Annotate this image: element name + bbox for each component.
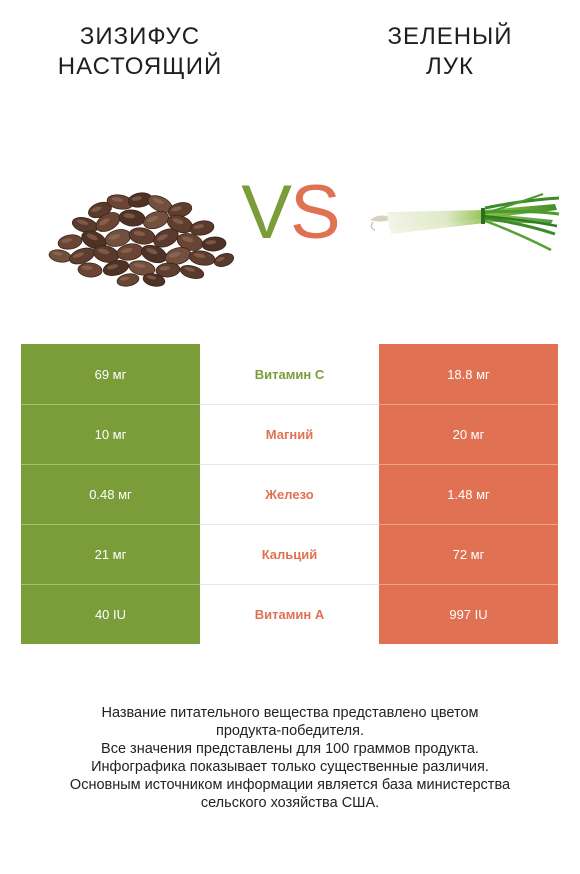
left-value-cell: 40 IU (21, 584, 200, 644)
bean-highlight (111, 197, 124, 202)
footer-line: Основным источником информации является … (69, 777, 511, 793)
bean-shape (189, 220, 215, 236)
bean-highlight (216, 256, 225, 262)
right-value-cell: 20 мг (379, 404, 558, 464)
bean-highlight (120, 247, 133, 254)
bean-shape (77, 262, 103, 278)
footer-note: Название питательного вещества представл… (20, 704, 560, 812)
right-value-cell: 997 IU (379, 584, 558, 644)
bean-highlight (159, 266, 171, 271)
right-value-cell: 72 мг (379, 524, 558, 584)
bean-shape (201, 236, 227, 252)
left-food-title: ЗИЗИФУС НАСТОЯЩИЙ (20, 22, 260, 82)
bean-highlight (146, 248, 158, 255)
bean-shape (179, 265, 205, 279)
bean-highlight (99, 218, 110, 226)
bean-highlight (205, 240, 217, 245)
bean-highlight (131, 196, 143, 201)
left-value-cell: 21 мг (21, 524, 200, 584)
bean-highlight (133, 263, 146, 268)
bean-shape (102, 260, 130, 276)
bean-shape (116, 273, 140, 287)
left-value-cell: 0.48 мг (21, 464, 200, 524)
bean-highlight (193, 253, 206, 258)
bean-highlight (106, 264, 119, 270)
bean-highlight (86, 233, 98, 241)
footer-line: сельского хозяйства США. (200, 795, 380, 811)
bean-highlight (97, 248, 110, 255)
footer-line: продукта-победителя. (215, 723, 365, 739)
bean-highlight (52, 251, 63, 256)
bean-highlight (193, 224, 205, 229)
bean-highlight (184, 267, 195, 272)
nutrient-name-cell: Кальций (200, 524, 379, 584)
table-row: 0.48 мг Железо 1.48 мг (21, 464, 558, 524)
left-food-title-line1: ЗИЗИФУС (79, 23, 201, 50)
table-row: 40 IU Витамин A 997 IU (21, 584, 558, 644)
nutrient-name-cell: Витамин C (200, 344, 379, 404)
table-row: 21 мг Кальций 72 мг (21, 524, 558, 584)
bean-shape (48, 249, 72, 263)
bean-highlight (123, 213, 136, 219)
bean-highlight (119, 276, 130, 281)
bean-highlight (146, 275, 157, 280)
jujube-image (48, 192, 235, 287)
bean-highlight (76, 219, 89, 225)
green-onion-image (370, 193, 560, 252)
vs-label: VS (226, 168, 354, 258)
bean-highlight (168, 252, 181, 258)
bean-highlight (61, 238, 73, 243)
left-value-cell: 10 мг (21, 404, 200, 464)
right-food-title-line2: ЛУК (426, 53, 474, 80)
right-food-title-line1: ЗЕЛЕНЫЙ (387, 23, 513, 50)
bean-highlight (108, 234, 121, 240)
bean-highlight (91, 206, 102, 212)
bean-shape (155, 262, 181, 278)
footer-line: Название питательного вещества представл… (101, 705, 479, 721)
vs-s-letter: S (290, 170, 341, 255)
table-row: 10 мг Магний 20 мг (21, 404, 558, 464)
bean-highlight (157, 234, 168, 241)
nutrient-name-cell: Железо (200, 464, 379, 524)
bean-highlight (81, 265, 93, 270)
bean-highlight (72, 252, 85, 258)
left-food-title-line2: НАСТОЯЩИЙ (57, 53, 223, 80)
footer-line: Все значения представлены для 100 граммо… (101, 741, 479, 757)
table-row: 69 мг Витамин C 18.8 мг (21, 344, 558, 404)
right-food-title: ЗЕЛЕНЫЙ ЛУК (340, 22, 560, 82)
nutrient-name-cell: Магний (200, 404, 379, 464)
footer-line: Инфографика показывает только существенн… (91, 759, 489, 775)
bean-highlight (152, 197, 164, 205)
right-value-cell: 18.8 мг (379, 344, 558, 404)
bean-highlight (133, 230, 146, 237)
bean-shape (188, 250, 216, 266)
nutrient-comparison-table: 69 мг Витамин C 18.8 мг 10 мг Магний 20 … (21, 344, 558, 644)
bean-highlight (146, 216, 159, 223)
bean-shape (213, 253, 235, 267)
bean-highlight (181, 236, 194, 243)
vs-v-letter: V (241, 170, 292, 255)
nutrient-name-cell: Витамин A (200, 584, 379, 644)
bean-highlight (172, 218, 184, 225)
left-value-cell: 69 мг (21, 344, 200, 404)
bean-shape (57, 234, 83, 250)
right-value-cell: 1.48 мг (379, 464, 558, 524)
bean-highlight (171, 206, 182, 212)
